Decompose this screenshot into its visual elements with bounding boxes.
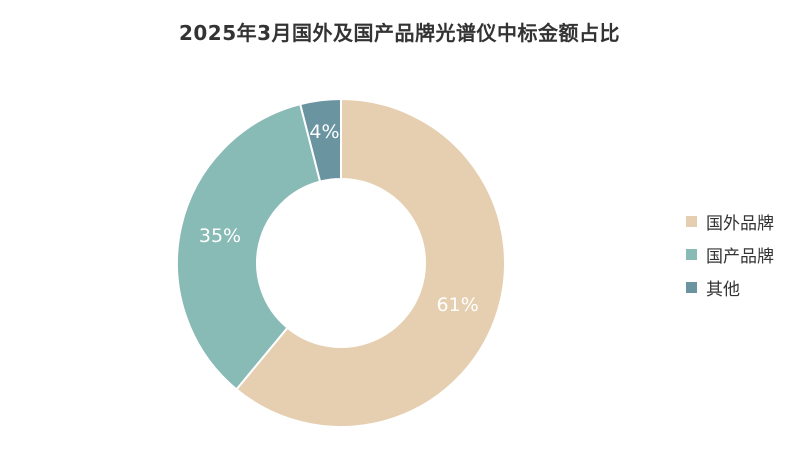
legend-label: 其他: [706, 279, 740, 300]
chart-legend: 国外品牌国产品牌其他: [686, 210, 774, 309]
slice-2: [176, 102, 322, 391]
slice-label-3: 4%: [309, 121, 339, 143]
legend-item-1: 国外品牌: [686, 210, 774, 234]
legend-label: 国产品牌: [706, 246, 774, 267]
legend-item-3: 其他: [686, 276, 774, 300]
slice-label-1: 61%: [437, 294, 479, 316]
legend-swatch: [686, 248, 697, 260]
legend-item-2: 国产品牌: [686, 243, 774, 267]
slice-1: [235, 97, 506, 428]
slice-3: [298, 97, 342, 183]
legend-swatch: [686, 215, 697, 227]
chart-title: 2025年3月国外及国产品牌光谱仪中标金额占比: [178, 21, 621, 45]
legend-swatch: [686, 281, 697, 293]
slice-label-2: 35%: [199, 225, 241, 247]
legend-label: 国外品牌: [706, 213, 774, 234]
